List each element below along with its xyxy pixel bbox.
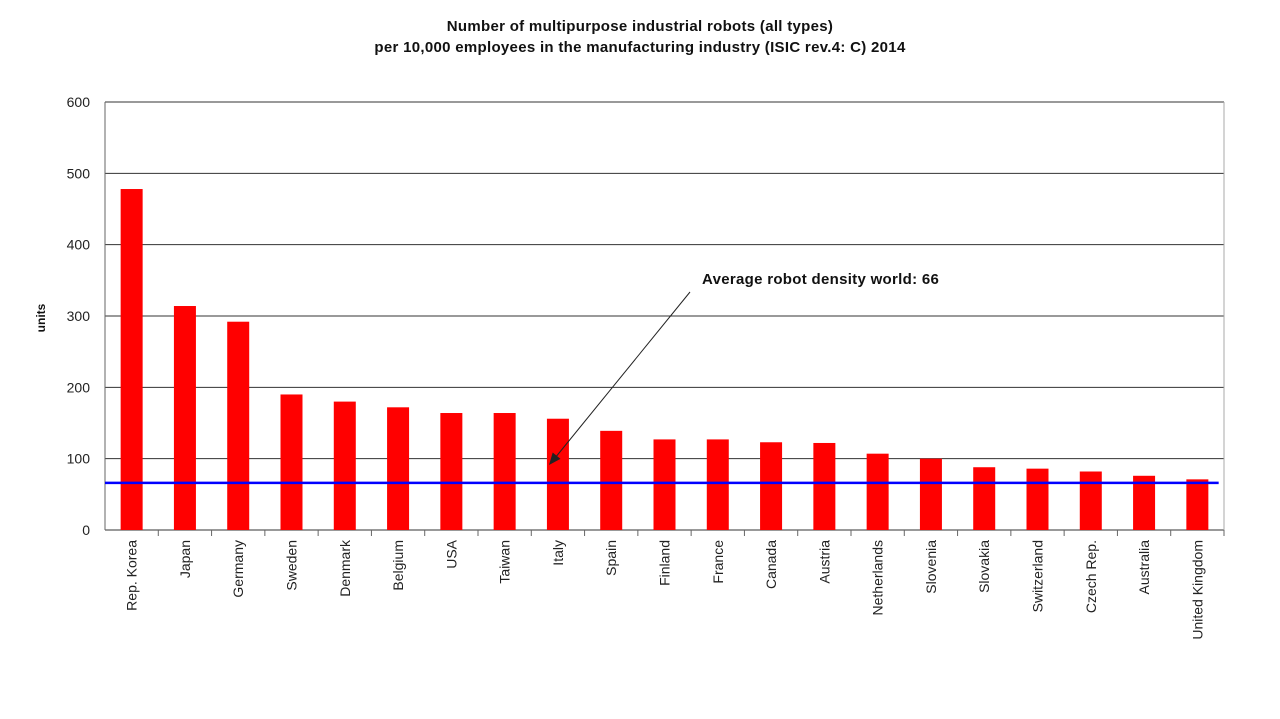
annotation-arrow-line	[554, 291, 691, 459]
x-tick-label: Austria	[816, 540, 832, 584]
x-tick-label: Netherlands	[870, 540, 886, 616]
bar-czech-rep	[1079, 471, 1102, 530]
bar-slovakia	[973, 467, 996, 530]
x-tick-label: Taiwan	[497, 540, 513, 584]
bar-denmark	[333, 401, 356, 530]
bar-usa	[440, 413, 463, 530]
bar-belgium	[387, 407, 410, 530]
x-tick-label: Canada	[763, 540, 779, 589]
bar-australia	[1133, 475, 1156, 530]
bar-japan	[173, 306, 196, 530]
x-tick-label: Italy	[550, 540, 566, 566]
x-tick-label: Sweden	[284, 540, 300, 591]
bar-taiwan	[493, 413, 516, 530]
bar-sweden	[280, 394, 303, 530]
y-tick-label: 100	[67, 451, 91, 467]
x-tick-label: France	[710, 540, 726, 584]
bar-canada	[760, 442, 783, 530]
x-tick-label: Belgium	[390, 540, 406, 591]
annotation-arrowhead-icon	[549, 452, 561, 465]
x-tick-label: Australia	[1136, 540, 1152, 595]
bar-netherlands	[866, 453, 889, 530]
y-tick-label: 400	[67, 237, 91, 253]
x-tick-label: Germany	[230, 540, 246, 598]
x-tick-label: Czech Rep.	[1083, 540, 1099, 613]
x-tick-label: Spain	[603, 540, 619, 576]
x-tick-label: Denmark	[337, 539, 353, 597]
bar-rep-korea	[120, 189, 143, 530]
bar-germany	[227, 321, 250, 530]
y-tick-label: 300	[67, 308, 91, 324]
bar-france	[706, 439, 729, 530]
bar-finland	[653, 439, 676, 530]
y-tick-labels: 0 100 200 300 400 500 600	[67, 94, 91, 538]
bars	[120, 189, 1225, 536]
y-tick-label: 500	[67, 165, 91, 181]
y-tick-label: 0	[82, 522, 90, 538]
y-tick-label: 200	[67, 379, 91, 395]
x-tick-label: Finland	[657, 540, 673, 586]
bar-slovenia	[919, 458, 942, 530]
bar-italy	[546, 418, 569, 530]
average-annotation: Average robot density world: 66	[702, 271, 939, 288]
x-tick-labels: Rep. Korea Japan Germany Sweden Denmark Belgi…	[124, 539, 1206, 640]
bar-switzerland	[1026, 468, 1049, 530]
chart-title-line-1: Number of multipurpose industrial robots…	[446, 18, 834, 35]
bar-united-kingdom	[1186, 479, 1209, 530]
chart-title-line-2: per 10,000 employees in the manufacturin…	[374, 39, 906, 56]
y-axis-label: units	[34, 303, 48, 332]
y-tick-label: 600	[67, 94, 91, 110]
x-tick-label: Rep. Korea	[124, 540, 140, 611]
x-tick-label: Slovakia	[976, 540, 992, 593]
x-tick-label: Slovenia	[923, 540, 939, 594]
bar-austria	[813, 442, 836, 530]
x-tick-label: Switzerland	[1030, 540, 1046, 612]
chart-title: Number of multipurpose industrial robots…	[0, 16, 1280, 58]
x-tick-label: Japan	[177, 540, 193, 578]
reference-line-group	[105, 291, 1219, 485]
bar-spain	[600, 430, 623, 530]
x-tick-label: USA	[443, 539, 459, 568]
x-tick-label: United Kingdom	[1189, 540, 1205, 640]
